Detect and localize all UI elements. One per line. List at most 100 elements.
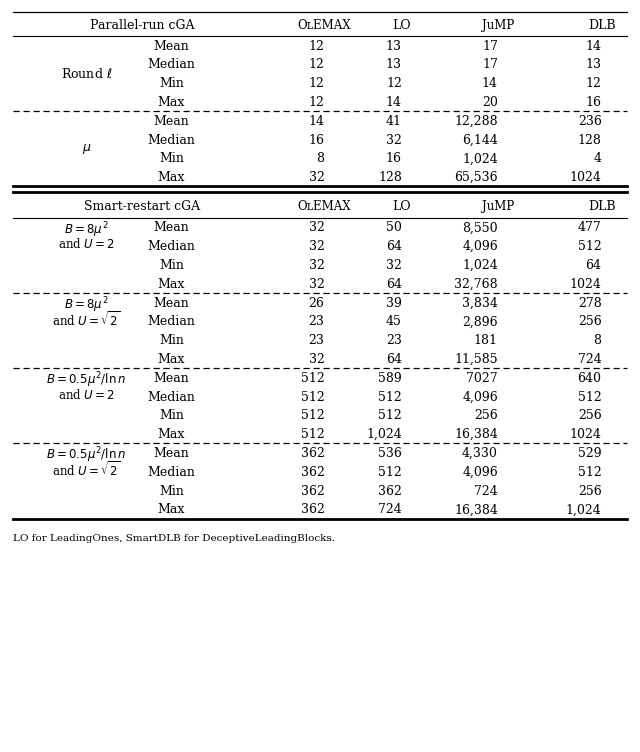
Text: 8: 8 bbox=[317, 153, 324, 165]
Text: 17: 17 bbox=[482, 59, 498, 71]
Text: OʟEMAX: OʟEMAX bbox=[298, 19, 351, 32]
Text: Max: Max bbox=[158, 428, 185, 441]
Text: 4,330: 4,330 bbox=[462, 447, 498, 460]
Text: 724: 724 bbox=[474, 484, 498, 498]
Text: LO: LO bbox=[392, 201, 412, 214]
Text: 181: 181 bbox=[474, 334, 498, 347]
Text: Parallel-run cGA: Parallel-run cGA bbox=[90, 19, 194, 32]
Text: 23: 23 bbox=[308, 334, 324, 347]
Text: 724: 724 bbox=[378, 503, 402, 517]
Text: Median: Median bbox=[148, 134, 195, 147]
Text: JuMP: JuMP bbox=[482, 19, 514, 32]
Text: 26: 26 bbox=[308, 296, 324, 310]
Text: 7027: 7027 bbox=[467, 371, 498, 385]
Text: and $U = 2$: and $U = 2$ bbox=[58, 388, 115, 402]
Text: 1024: 1024 bbox=[570, 171, 602, 184]
Text: $\mu$: $\mu$ bbox=[82, 141, 91, 156]
Text: 16: 16 bbox=[386, 153, 402, 165]
Text: 362: 362 bbox=[301, 484, 324, 498]
Text: 12: 12 bbox=[386, 77, 402, 90]
Text: 32: 32 bbox=[308, 221, 324, 235]
Text: 12: 12 bbox=[308, 77, 324, 90]
Text: 16,384: 16,384 bbox=[454, 428, 498, 441]
Text: 3,834: 3,834 bbox=[462, 296, 498, 310]
Text: Min: Min bbox=[159, 334, 184, 347]
Text: 20: 20 bbox=[482, 96, 498, 109]
Text: 512: 512 bbox=[378, 390, 402, 404]
Text: 362: 362 bbox=[378, 484, 402, 498]
Text: and $U = \sqrt{2}$: and $U = \sqrt{2}$ bbox=[52, 311, 120, 329]
Text: 477: 477 bbox=[578, 221, 602, 235]
Text: 11,585: 11,585 bbox=[454, 353, 498, 366]
Text: 32: 32 bbox=[308, 240, 324, 253]
Text: 14: 14 bbox=[586, 40, 602, 53]
Text: LO for LeadingOnes, SmartDLB for DeceptiveLeadingBlocks.: LO for LeadingOnes, SmartDLB for Decepti… bbox=[13, 535, 335, 544]
Text: 512: 512 bbox=[378, 409, 402, 423]
Text: 1024: 1024 bbox=[570, 428, 602, 441]
Text: 6,144: 6,144 bbox=[462, 134, 498, 147]
Text: 12,288: 12,288 bbox=[454, 115, 498, 128]
Text: JuMP: JuMP bbox=[482, 201, 514, 214]
Text: Max: Max bbox=[158, 503, 185, 517]
Text: 256: 256 bbox=[578, 484, 602, 498]
Text: 362: 362 bbox=[301, 465, 324, 479]
Text: 64: 64 bbox=[386, 277, 402, 291]
Text: 16,384: 16,384 bbox=[454, 503, 498, 517]
Text: 12: 12 bbox=[308, 59, 324, 71]
Text: 45: 45 bbox=[386, 315, 402, 329]
Text: 39: 39 bbox=[386, 296, 402, 310]
Text: 64: 64 bbox=[386, 240, 402, 253]
Text: 13: 13 bbox=[586, 59, 602, 71]
Text: Max: Max bbox=[158, 277, 185, 291]
Text: and $U = 2$: and $U = 2$ bbox=[58, 238, 115, 251]
Text: 1,024: 1,024 bbox=[462, 153, 498, 165]
Text: $B = 0.5\mu^2/\ln n$: $B = 0.5\mu^2/\ln n$ bbox=[46, 371, 127, 390]
Text: 512: 512 bbox=[578, 390, 602, 404]
Text: 4,096: 4,096 bbox=[462, 240, 498, 253]
Text: Mean: Mean bbox=[154, 115, 189, 128]
Text: DLB: DLB bbox=[588, 201, 616, 214]
Text: 32: 32 bbox=[308, 277, 324, 291]
Text: 1,024: 1,024 bbox=[566, 503, 602, 517]
Text: 128: 128 bbox=[378, 171, 402, 184]
Text: Mean: Mean bbox=[154, 447, 189, 460]
Text: Max: Max bbox=[158, 353, 185, 366]
Text: OʟEMAX: OʟEMAX bbox=[298, 201, 351, 214]
Text: 512: 512 bbox=[378, 465, 402, 479]
Text: 2,896: 2,896 bbox=[462, 315, 498, 329]
Text: 41: 41 bbox=[386, 115, 402, 128]
Text: 529: 529 bbox=[578, 447, 602, 460]
Text: Max: Max bbox=[158, 96, 185, 109]
Text: $B = 0.5\mu^2/\ln n$: $B = 0.5\mu^2/\ln n$ bbox=[46, 446, 127, 465]
Text: 4,096: 4,096 bbox=[462, 390, 498, 404]
Text: Min: Min bbox=[159, 77, 184, 90]
Text: 65,536: 65,536 bbox=[454, 171, 498, 184]
Text: 16: 16 bbox=[586, 96, 602, 109]
Text: 17: 17 bbox=[482, 40, 498, 53]
Text: 8: 8 bbox=[593, 334, 602, 347]
Text: $B = 8\mu^2$: $B = 8\mu^2$ bbox=[64, 220, 109, 240]
Text: 23: 23 bbox=[308, 315, 324, 329]
Text: 32: 32 bbox=[386, 134, 402, 147]
Text: Smart-restart cGA: Smart-restart cGA bbox=[84, 201, 200, 214]
Text: 32: 32 bbox=[308, 171, 324, 184]
Text: LO: LO bbox=[392, 19, 412, 32]
Text: Mean: Mean bbox=[154, 296, 189, 310]
Text: $B = 8\mu^2$: $B = 8\mu^2$ bbox=[64, 296, 109, 315]
Text: 14: 14 bbox=[482, 77, 498, 90]
Text: 1,024: 1,024 bbox=[366, 428, 402, 441]
Text: 12: 12 bbox=[308, 96, 324, 109]
Text: 536: 536 bbox=[378, 447, 402, 460]
Text: Mean: Mean bbox=[154, 371, 189, 385]
Text: and $U = \sqrt{2}$: and $U = \sqrt{2}$ bbox=[52, 461, 120, 479]
Text: 4: 4 bbox=[593, 153, 602, 165]
Text: 724: 724 bbox=[578, 353, 602, 366]
Text: 32: 32 bbox=[386, 259, 402, 272]
Text: 16: 16 bbox=[308, 134, 324, 147]
Text: 32: 32 bbox=[308, 259, 324, 272]
Text: 8,550: 8,550 bbox=[462, 221, 498, 235]
Text: 64: 64 bbox=[586, 259, 602, 272]
Text: 512: 512 bbox=[301, 390, 324, 404]
Text: 278: 278 bbox=[578, 296, 602, 310]
Text: Median: Median bbox=[148, 59, 195, 71]
